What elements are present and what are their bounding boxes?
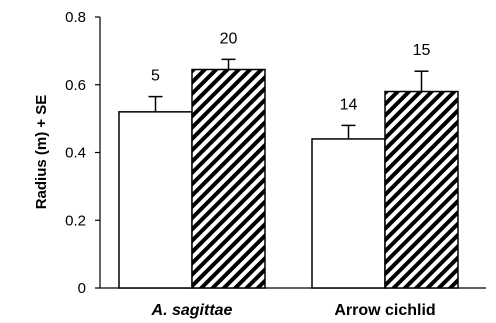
labels: 0 0.2 0.4 0.6 0.8 5 20 A. sagittae 14 15 Arrow cic…: [65, 9, 436, 319]
sample-size-label: 20: [220, 30, 238, 47]
sample-size-label: 5: [151, 68, 160, 85]
bar: [118, 111, 193, 289]
x-category-label: A. sagittae: [151, 302, 233, 319]
y-axis-label: Radius (m) + SE: [33, 95, 50, 210]
sample-size-label: 14: [340, 96, 358, 113]
x-category-label: Arrow cichlid: [334, 302, 435, 319]
y-tick-label: 0: [78, 280, 86, 297]
y-tick-label: 0.8: [65, 9, 86, 26]
y-tick-label: 0.2: [65, 212, 86, 229]
sample-size-label: 15: [413, 42, 431, 59]
bar: [311, 138, 386, 289]
bar: [384, 90, 459, 289]
bar: [191, 68, 266, 289]
bars: [118, 58, 459, 289]
y-tick-label: 0.6: [65, 77, 86, 94]
y-tick-label: 0.4: [65, 145, 86, 162]
